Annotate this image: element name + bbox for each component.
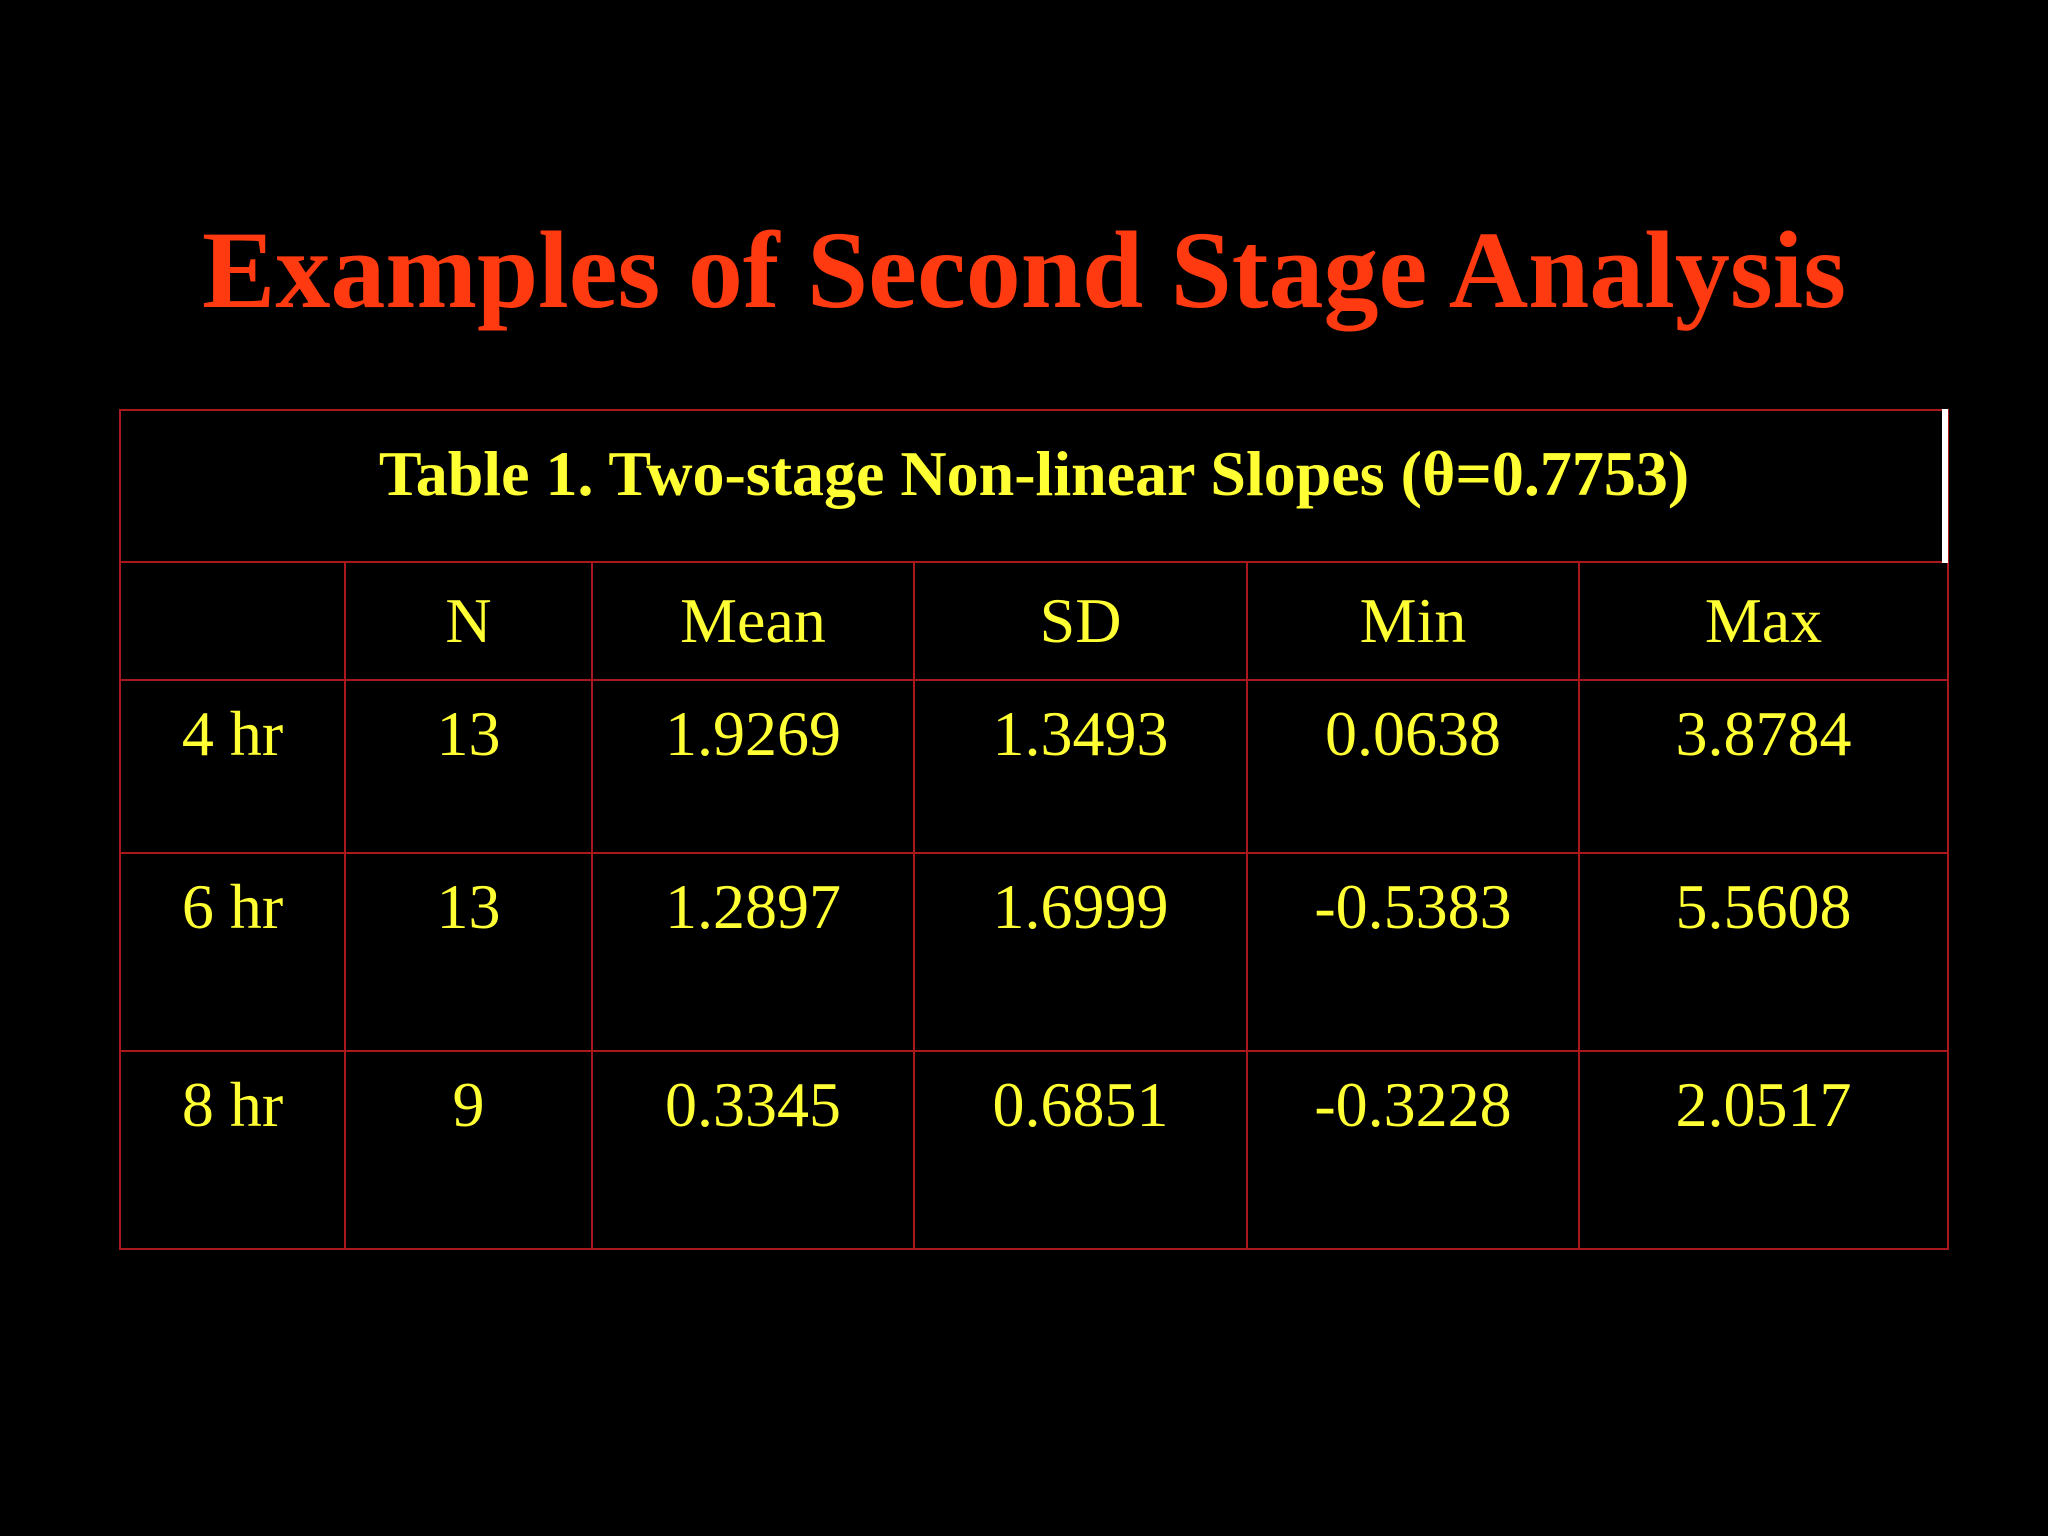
cell-sd: 1.6999 [913,852,1248,1052]
table-edge-highlight [1942,409,1948,563]
table-caption: Table 1. Two-stage Non-linear Slopes (θ=… [118,409,1950,563]
table-caption-text: Table 1. Two-stage Non-linear Slopes (θ=… [378,438,1690,509]
cell-min: -0.5383 [1246,852,1580,1052]
cell-mean: 0.3345 [591,1050,915,1250]
cell-min: 0.0638 [1246,679,1580,854]
cell-sd: 1.3493 [913,679,1248,854]
cell-n: 13 [344,852,593,1052]
table-row: 4 hr 13 1.9269 1.3493 0.0638 3.8784 [119,679,1950,854]
cell-max: 2.0517 [1577,1050,1950,1250]
header-cell-max: Max [1577,561,1950,681]
row-label: 6 hr [119,852,346,1052]
row-label: 4 hr [119,679,346,854]
cell-n: 9 [344,1050,593,1250]
table-header-row: N Mean SD Min Max [119,561,1950,681]
header-cell-mean: Mean [591,561,915,681]
cell-min: -0.3228 [1246,1050,1580,1250]
cell-mean: 1.9269 [591,679,915,854]
header-cell-blank [119,561,346,681]
slide-title: Examples of Second Stage Analysis [201,209,1847,331]
slopes-table: Table 1. Two-stage Non-linear Slopes (θ=… [118,409,1950,1250]
header-cell-n: N [344,561,593,681]
table-row: 8 hr 9 0.3345 0.6851 -0.3228 2.0517 [119,1050,1950,1250]
row-label: 8 hr [119,1050,346,1250]
header-cell-sd: SD [913,561,1248,681]
table-row: 6 hr 13 1.2897 1.6999 -0.5383 5.5608 [119,852,1950,1052]
cell-n: 13 [344,679,593,854]
cell-mean: 1.2897 [591,852,915,1052]
cell-max: 3.8784 [1577,679,1950,854]
cell-sd: 0.6851 [913,1050,1248,1250]
header-cell-min: Min [1246,561,1580,681]
table-caption-row: Table 1. Two-stage Non-linear Slopes (θ=… [118,409,1950,563]
cell-max: 5.5608 [1577,852,1950,1052]
